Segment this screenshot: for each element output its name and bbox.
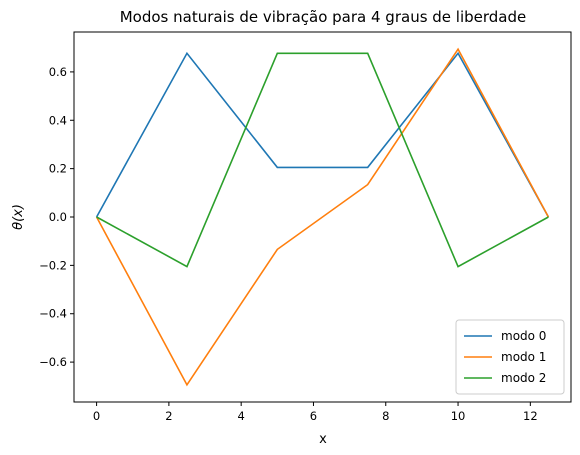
y-tick-label: 0.4 bbox=[49, 113, 67, 127]
x-axis-label: x bbox=[319, 432, 327, 447]
y-tick-label: 0.0 bbox=[49, 210, 67, 224]
x-tick-label: 6 bbox=[310, 409, 317, 423]
y-tick-label: −0.6 bbox=[39, 355, 67, 369]
series-lines bbox=[95, 47, 550, 387]
x-tick-label: 4 bbox=[238, 409, 245, 423]
legend-label-1: modo 1 bbox=[501, 350, 546, 364]
series-line-1 bbox=[95, 47, 550, 387]
y-tick-label: −0.2 bbox=[39, 258, 67, 272]
legend: modo 0 modo 1 modo 2 bbox=[455, 319, 565, 395]
y-tick-label: 0.6 bbox=[49, 65, 67, 79]
x-tick-label: 10 bbox=[451, 409, 466, 423]
series-line-0 bbox=[95, 51, 550, 218]
x-tick-label: 8 bbox=[382, 409, 389, 423]
y-tick-label: 0.2 bbox=[49, 162, 67, 176]
legend-label-0: modo 0 bbox=[501, 329, 546, 343]
series-line-2 bbox=[96, 52, 549, 268]
y-axis-label-main: θ(x) bbox=[11, 204, 26, 230]
x-tick-label: 12 bbox=[523, 409, 538, 423]
x-tick-label: 2 bbox=[165, 409, 172, 423]
x-tick-label: 0 bbox=[93, 409, 100, 423]
y-tick-label: −0.4 bbox=[39, 307, 67, 321]
y-axis: −0.6 −0.4 −0.2 0.0 0.2 0.4 0.6 bbox=[39, 65, 74, 369]
x-axis: 0 2 4 6 8 10 12 bbox=[93, 402, 538, 423]
chart-title: Modos naturais de vibração para 4 graus … bbox=[120, 8, 527, 26]
legend-frame bbox=[455, 319, 565, 395]
legend-label-2: modo 2 bbox=[501, 371, 546, 385]
y-axis-label: θ(x) bbox=[11, 204, 26, 230]
